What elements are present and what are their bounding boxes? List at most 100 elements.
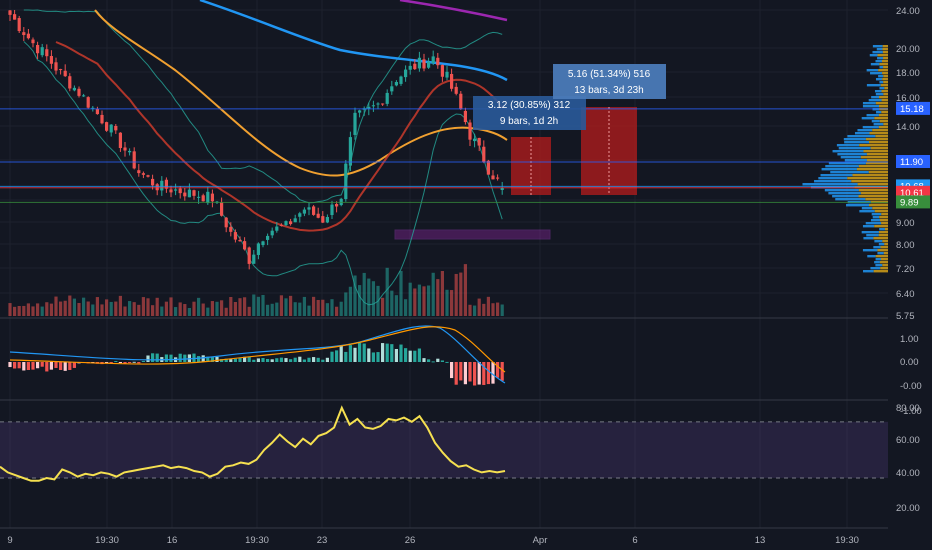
candle-body: [26, 33, 30, 39]
price-tick: 8.00: [896, 240, 915, 251]
candle-body: [31, 39, 35, 44]
time-tick: 9: [7, 535, 12, 546]
macd-hist: [348, 345, 352, 362]
profile-bar-sell: [880, 84, 888, 87]
macd-hist: [36, 362, 40, 369]
candle-body: [348, 137, 352, 166]
candle-body: [128, 150, 132, 153]
rsi-tick: 40.00: [896, 468, 920, 479]
macd-hist: [279, 357, 283, 362]
profile-bar-sell: [879, 120, 888, 123]
profile-bar-sell: [880, 267, 888, 270]
profile-bar-sell: [874, 225, 888, 228]
profile-bar-sell: [859, 144, 888, 147]
volume-bar: [114, 301, 118, 316]
volume-bar: [151, 305, 155, 316]
price-label-bg: [896, 155, 930, 168]
candle-body: [224, 217, 228, 228]
volume-bar: [362, 272, 366, 316]
profile-bar-buy: [862, 225, 875, 228]
profile-bar-buy: [879, 87, 885, 90]
volume-bar: [417, 284, 421, 316]
profile-bar-sell: [878, 126, 888, 129]
candle-body: [330, 204, 334, 216]
macd-hist: [270, 359, 274, 362]
candle-body: [316, 213, 320, 218]
candle-body: [463, 110, 467, 123]
volume-bar: [459, 272, 463, 316]
macd-hist: [252, 359, 256, 362]
volume-bar: [394, 295, 398, 316]
volume-bar: [404, 299, 408, 316]
profile-bar-sell: [860, 192, 888, 195]
profile-bar-buy: [843, 138, 866, 141]
profile-bar-sell: [856, 168, 888, 171]
volume-bar: [31, 306, 35, 316]
profile-bar-buy: [836, 144, 860, 147]
profile-bar-buy: [825, 165, 859, 168]
candle-body: [436, 57, 440, 66]
candle-body: [390, 86, 394, 92]
macd-hist: [486, 362, 490, 385]
volume-bar: [210, 301, 214, 316]
measure-1-line2: 9 bars, 1d 2h: [500, 116, 558, 127]
volume-bar: [215, 301, 219, 316]
profile-bar-buy: [879, 81, 884, 84]
time-tick: 19:30: [245, 535, 269, 546]
profile-bar-buy: [835, 198, 866, 201]
profile-bar-buy: [872, 45, 883, 48]
macd-hist: [128, 362, 132, 363]
rsi-band: [0, 421, 888, 478]
volume-bar: [45, 302, 49, 316]
candle-body: [394, 81, 398, 86]
macd-hist: [431, 361, 435, 363]
candle-body: [284, 221, 288, 226]
profile-bar-buy: [872, 216, 880, 219]
measure-2-line2: 13 bars, 3d 23h: [574, 85, 644, 96]
profile-bar-sell: [858, 165, 888, 168]
profile-bar-sell: [875, 255, 888, 258]
profile-bar-buy: [879, 228, 885, 231]
profile-bar-sell: [870, 147, 888, 150]
volume-bar: [261, 294, 265, 316]
candle-body: [496, 177, 500, 179]
volume-bar: [233, 301, 237, 316]
profile-bar-sell: [881, 213, 888, 216]
profile-bar-sell: [881, 90, 888, 93]
macd-hist: [298, 356, 302, 362]
macd-hist: [394, 348, 398, 362]
time-axis-bg: [0, 528, 932, 550]
profile-bar-buy: [878, 243, 885, 246]
profile-bar-buy: [862, 105, 880, 108]
volume-bar: [109, 301, 113, 316]
macd-hist: [463, 362, 467, 385]
candle-body: [325, 217, 329, 223]
candle-body: [491, 175, 495, 180]
macd-hist: [31, 362, 35, 370]
volume-bar: [321, 299, 325, 316]
candle-body: [247, 247, 251, 264]
macd-hist: [151, 353, 155, 362]
profile-bar-buy: [857, 129, 873, 132]
volume-bar: [486, 296, 490, 316]
macd-hist: [491, 362, 495, 384]
candle-body: [13, 14, 17, 20]
profile-bar-sell: [879, 261, 888, 264]
profile-bar-sell: [884, 228, 888, 231]
measure-1-line1: 3.12 (30.85%) 312: [488, 100, 571, 111]
volume-bar: [256, 296, 260, 316]
macd-hist: [169, 354, 173, 362]
candle-body: [36, 44, 40, 54]
profile-bar-sell: [869, 141, 888, 144]
price-axis-bg: [888, 0, 932, 528]
candle-body: [169, 189, 173, 193]
macd-tick: 1.00: [900, 334, 919, 345]
profile-bar-sell: [874, 210, 888, 213]
volume-bar: [270, 303, 274, 316]
profile-bar-buy: [837, 153, 867, 156]
profile-bar-sell: [847, 177, 888, 180]
volume-bar: [49, 303, 53, 316]
profile-bar-sell: [883, 66, 888, 69]
macd-hist: [417, 348, 421, 362]
